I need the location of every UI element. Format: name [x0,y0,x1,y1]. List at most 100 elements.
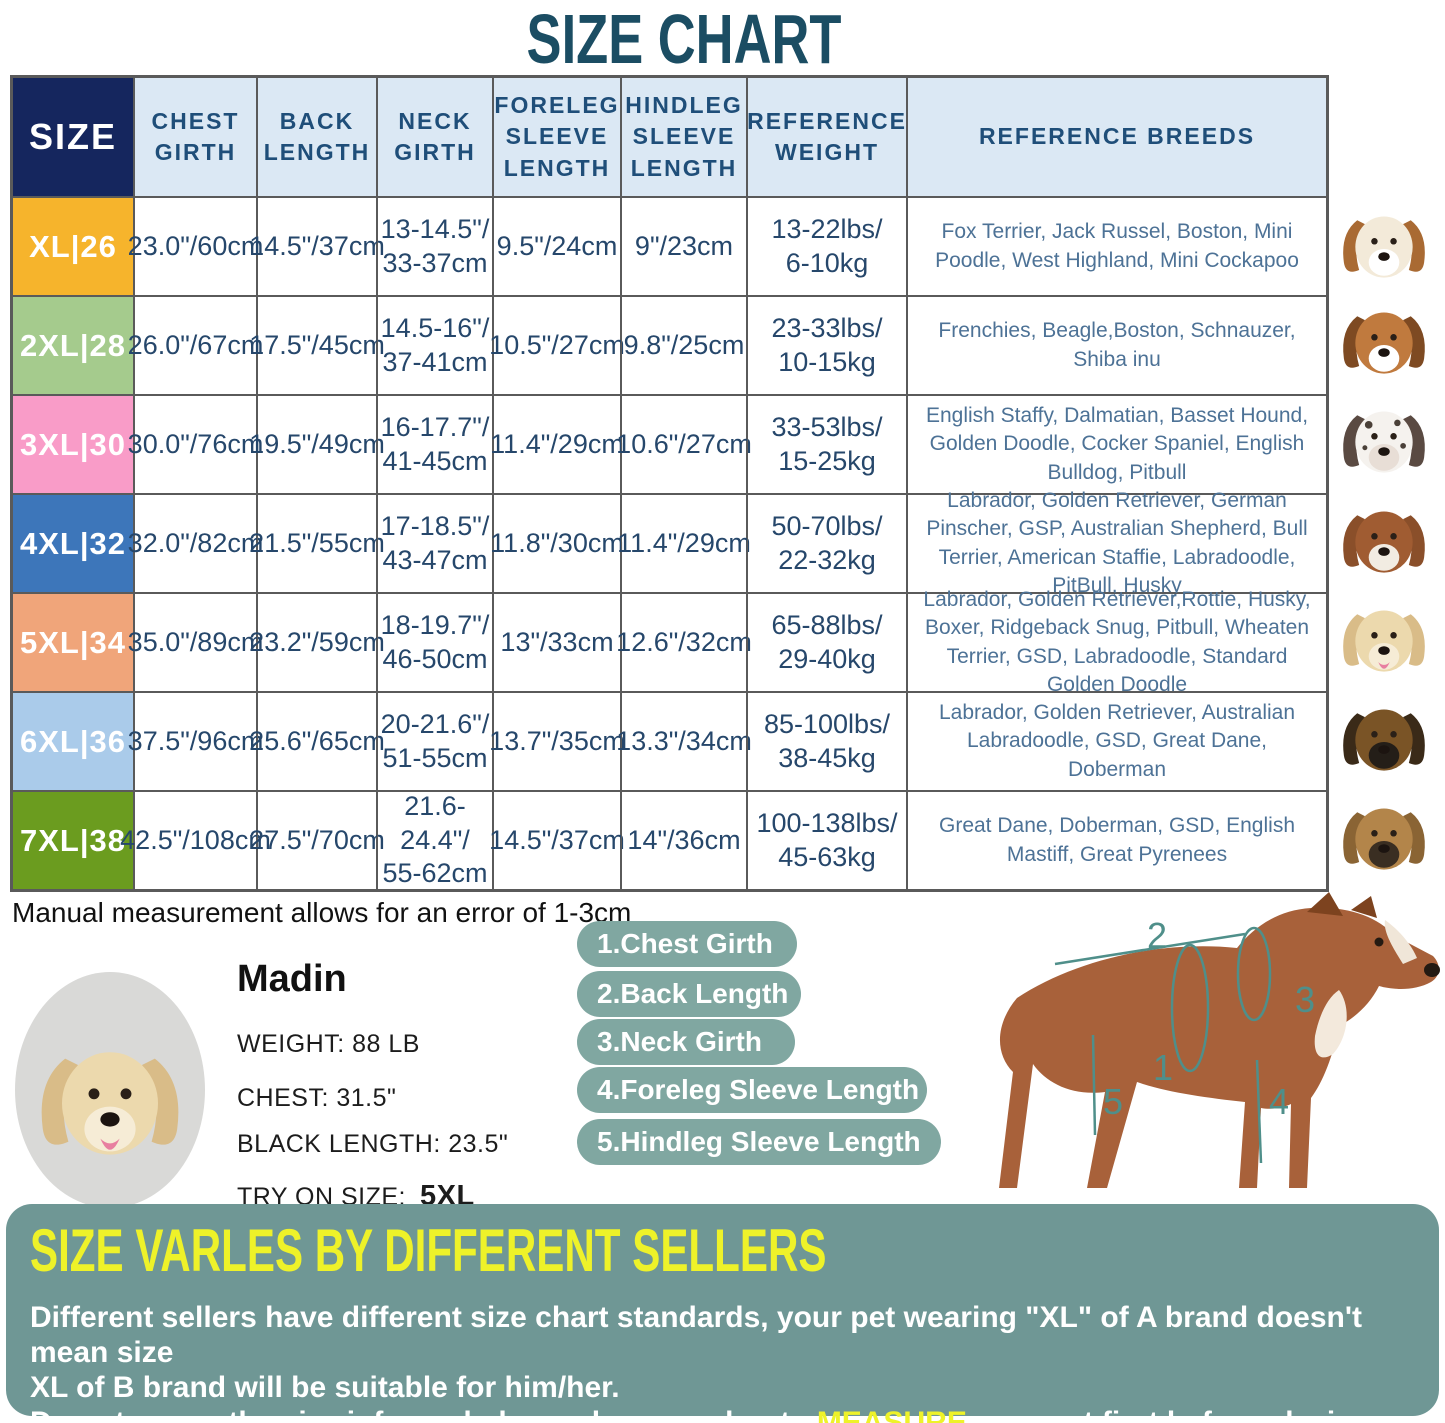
dog-chest-patch [1314,990,1347,1058]
dog-nose [1424,963,1440,977]
measure-number-1: 1 [1153,1047,1173,1088]
size-cell: 7XL|38 [12,791,134,890]
chest-girth-cell: 26.0"/67cm [128,296,263,395]
foreleg-sleeve-cell: 11.4"/29cm [490,395,624,494]
dog-eye-left [1371,334,1378,341]
header-cell-1: CHEST GIRTH [134,77,257,197]
model-back-length: BLACK LENGTH: 23.5" [237,1130,509,1158]
hindleg-sleeve-cell: 12.6"/32cm [616,593,752,692]
chest-girth-cell: 37.5"/96cm [128,692,263,791]
dog-eye-left [1371,830,1378,837]
dog-tongue [100,1138,120,1150]
dog-muzzle [1368,840,1400,868]
dog-nose [1378,447,1390,456]
dalmatian-spot [1364,421,1373,429]
size-warning-box: SIZE VARLES BY DIFFERENT SELLERS Differe… [6,1204,1439,1423]
reference-breeds-cell: Great Dane, Doberman, GSD, English Masti… [907,791,1327,890]
neck-girth-loop [1236,926,1272,1022]
great-dane-photo [1334,797,1434,883]
dalmatian-photo [1334,400,1434,486]
hindleg-sleeve-line [1091,1034,1097,1136]
reference-breeds-cell: Labrador, Golden Retriever, Australian L… [907,692,1327,791]
dog-muzzle [1368,248,1400,276]
warning-line-2: XL of B brand will be suitable for him/h… [30,1371,620,1404]
dog-nose [1378,252,1390,261]
dog-muzzle [1368,642,1400,670]
dog-eye-right [1390,533,1397,540]
back-length-cell: 27.5"/70cm [249,791,385,890]
dog-nose [100,1112,120,1127]
model-chest: CHEST: 31.5" [237,1084,397,1112]
dog-nose [1378,646,1390,655]
back-length-line [1054,932,1246,966]
warning-line-3-before: Do not guess the size info, and please d… [30,1406,817,1423]
dog-body-shape [999,907,1439,1188]
dog-eye [1374,937,1384,947]
hindleg-sleeve-cell: 9"/23cm [621,197,747,296]
madin-dog-photo [15,972,205,1208]
measure-number-2: 2 [1147,915,1167,956]
hindleg-sleeve-cell: 14"/36cm [621,791,747,890]
dog-measurement-illustration: 2 3 1 4 5 [955,886,1445,1208]
reference-breeds-cell: Labrador, Golden Retriever, German Pinsc… [907,489,1327,597]
size-cell: 3XL|30 [12,395,134,494]
hindleg-sleeve-cell: 9.8"/25cm [621,296,747,395]
size-cell: 2XL|28 [12,296,134,395]
back-length-cell: 17.5"/45cm [249,296,385,395]
neck-girth-cell: 21.6-24.4"/ 55-62cm [377,791,493,890]
dog-eye-left [1371,433,1378,440]
measure-label-hindleg-sleeve: 5.Hindleg Sleeve Length [577,1119,941,1165]
neck-girth-cell: 16-17.7"/ 41-45cm [377,395,493,494]
reference-weight-cell: 13-22lbs/ 6-10kg [747,197,907,296]
foreleg-sleeve-cell: 14.5"/37cm [489,791,625,890]
beagle-photo [1334,301,1434,387]
size-warning-text: Different sellers have different size ch… [30,1300,1415,1423]
size-chart-table: SIZE CHEST GIRTH BACK LENGTH NECK GIRTH FORE… [10,75,1329,892]
chest-girth-loop [1170,943,1210,1073]
dog-muzzle [84,1106,136,1152]
size-cell: XL|26 [12,197,134,296]
model-weight: WEIGHT: 88 LB [237,1030,420,1058]
dog-tongue [1378,662,1390,669]
dog-nose [1378,547,1390,556]
labrador-face-icon [41,1052,179,1155]
chest-girth-cell: 32.0"/82cm [128,494,263,593]
neck-girth-cell: 14.5-16"/ 37-41cm [377,296,493,395]
measure-label-foreleg-sleeve: 4.Foreleg Sleeve Length [577,1067,927,1113]
dog-eye-right [1390,632,1397,639]
reference-breeds-cell: Labrador, Golden Retriever,Rottie, Husky… [907,588,1327,696]
back-length-cell: 19.5"/49cm [249,395,385,494]
back-length-cell: 23.2"/59cm [249,593,385,692]
header-cell-7: REFERENCE BREEDS [907,77,1327,197]
jack-russell-photo [1334,205,1434,291]
dog-nose [1378,745,1390,754]
chest-girth-cell: 30.0"/76cm [128,395,263,494]
reference-weight-cell: 85-100lbs/ 38-45kg [747,692,907,791]
back-length-cell: 21.5"/55cm [249,494,385,593]
size-cell: 6XL|36 [12,692,134,791]
neck-girth-cell: 17-18.5"/ 43-47cm [377,494,493,593]
size-warning-heading: SIZE VARLES BY DIFFERENT SELLERS [30,1217,827,1285]
header-cell-2: BACK LENGTH [257,77,377,197]
chest-girth-cell: 23.0"/60cm [128,197,263,296]
measure-label-neck-girth: 3.Neck Girth [577,1019,795,1065]
german-shepherd-photo [1334,698,1434,784]
dog-eye-left [1371,632,1378,639]
measure-label-back-length: 2.Back Length [577,971,801,1017]
chest-girth-cell: 35.0"/89cm [128,593,263,692]
header-cell-0: SIZE [12,77,134,197]
measure-number-5: 5 [1103,1081,1123,1122]
reference-weight-cell: 33-53lbs/ 15-25kg [747,395,907,494]
reference-breeds-cell: English Staffy, Dalmatian, Basset Hound,… [907,395,1327,494]
header-cell-4: FORELEG SLEEVE LENGTH [493,77,621,197]
foreleg-sleeve-cell: 10.5"/27cm [489,296,625,395]
reference-breeds-cell: Frenchies, Beagle,Boston, Schnauzer, Shi… [907,296,1327,395]
header-cell-5: HINDLEG SLEEVE LENGTH [621,77,747,197]
measure-number-4: 4 [1269,1081,1289,1122]
foreleg-sleeve-cell: 11.8"/30cm [490,494,624,593]
dog-eye-right [120,1088,132,1100]
measure-highlight: MEASURE [816,1406,967,1423]
dog-eye-left [1371,238,1378,245]
hindleg-sleeve-cell: 13.3"/34cm [616,692,752,791]
